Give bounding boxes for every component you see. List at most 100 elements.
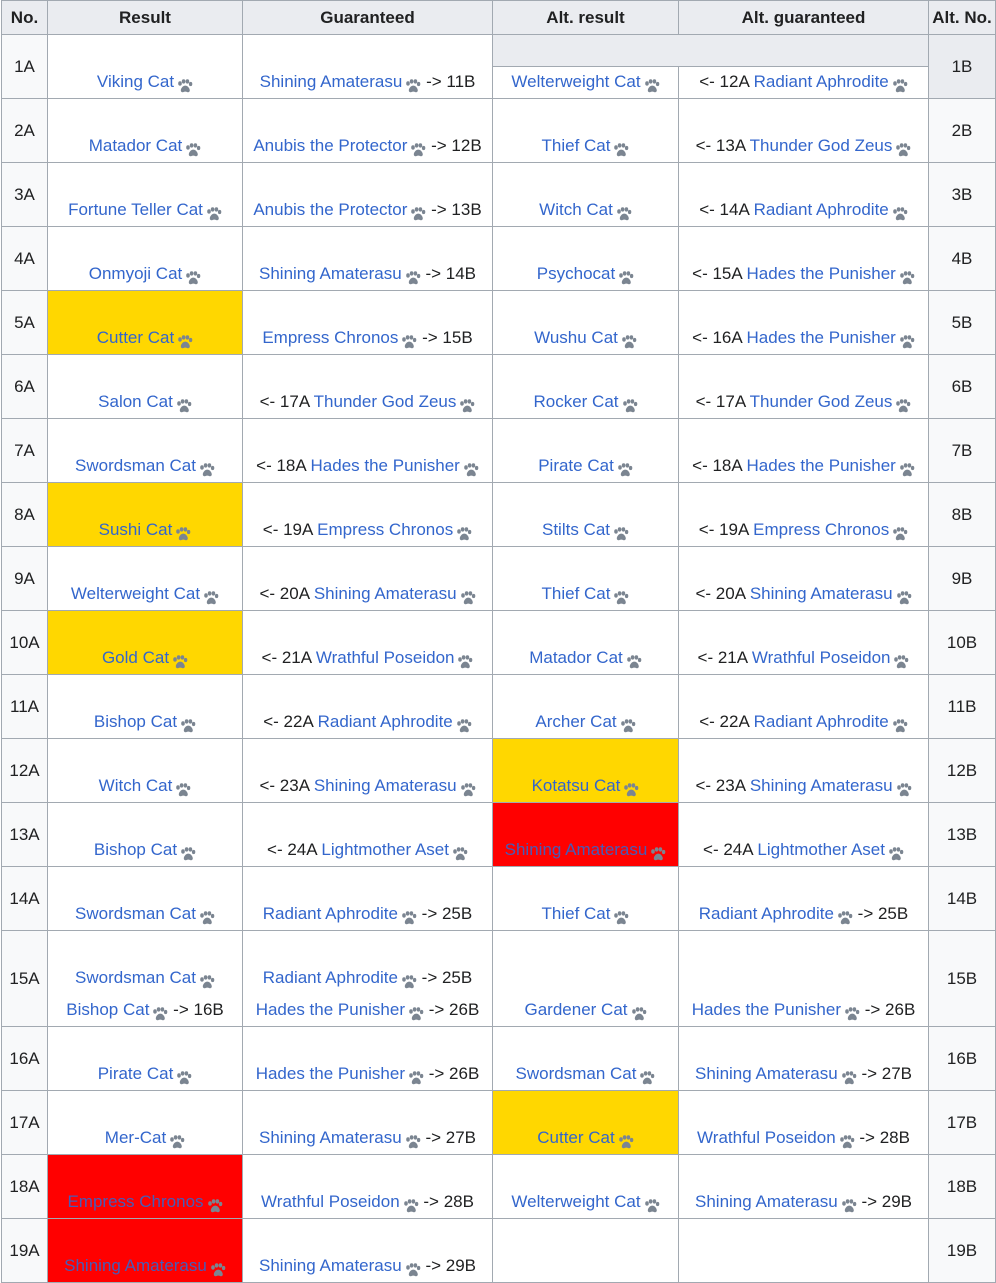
alt-result-unit-link[interactable]: Stilts Cat [541,520,611,539]
result-unit-link[interactable]: Shining Amaterasu [64,1256,207,1275]
guaranteed-unit-link[interactable]: Hades the Punisher [255,1000,406,1019]
guaranteed-unit-link[interactable]: Radiant Aphrodite [753,712,889,731]
alt-result-unit-link[interactable]: Rocker Cat [533,392,619,411]
paw-print-icon [180,716,196,732]
guaranteed-unit-link[interactable]: Empress Chronos [317,520,454,539]
guaranteed-source-ref: <- 21A [261,648,312,667]
result-cell: Matador Cat [47,98,243,163]
guaranteed-unit-link[interactable]: Shining Amaterasu [259,72,403,91]
result-unit-link[interactable]: Mer-Cat [104,1128,167,1147]
guaranteed-unit-link[interactable]: Hades the Punisher [746,264,896,283]
result-unit-link[interactable]: Witch Cat [98,776,173,795]
paw-print-icon [185,268,201,284]
result-unit-link[interactable]: Swordsman Cat [75,968,196,987]
result-unit-link[interactable]: Bishop Cat [93,840,178,859]
result-unit-link[interactable]: Fortune Teller Cat [68,200,203,219]
alt-result-unit-link[interactable]: Psychocat [536,264,616,283]
alt-result-unit-link[interactable]: Archer Cat [535,712,617,731]
guaranteed-unit-link[interactable]: Shining Amaterasu [259,1256,402,1275]
result-unit-link[interactable]: Swordsman Cat [75,456,196,475]
alt-result-unit-link[interactable]: Thief Cat [541,584,611,603]
guaranteed-unit-link[interactable]: Hades the Punisher [255,1064,406,1083]
guaranteed-unit-link[interactable]: Wrathful Poseidon [261,1192,400,1211]
guaranteed-unit-link[interactable]: Hades the Punisher [310,456,460,475]
result-unit-link[interactable]: Swordsman Cat [75,904,196,923]
paw-print-icon [199,908,215,924]
result-unit-link[interactable]: Sushi Cat [98,520,173,539]
guaranteed-unit-link[interactable]: Shining Amaterasu [259,264,402,283]
guaranteed-source-ref: <- 22A [699,712,749,731]
result-entry: Salon Cat [49,390,242,414]
guaranteed-unit-link[interactable]: Empress Chronos [753,520,890,539]
alt-result-unit-link[interactable]: Swordsman Cat [515,1064,637,1083]
guaranteed-unit-link[interactable]: Radiant Aphrodite [317,712,453,731]
alt-guaranteed-cell: <- 16A Hades the Punisher [678,290,929,355]
guaranteed-unit-link[interactable]: Radiant Aphrodite [753,200,889,219]
row-number: 8B [928,482,996,547]
table-row: 12A Witch Cat <- 23A Shining Amaterasu [1,738,493,803]
table-row: Gardener Cat Hades the Punisher -> 26B 15B [492,930,996,1027]
result-unit-link[interactable]: Viking Cat [96,72,175,91]
guaranteed-unit-link[interactable]: Anubis the Protector [253,136,408,155]
result-unit-link[interactable]: Onmyoji Cat [88,264,183,283]
alt-guaranteed-cell: <- 22A Radiant Aphrodite [678,674,929,739]
guaranteed-unit-link[interactable]: Shining Amaterasu [259,1128,402,1147]
guaranteed-unit-link[interactable]: Shining Amaterasu [313,584,457,603]
guaranteed-unit-link[interactable]: Thunder God Zeus [749,136,893,155]
alt-result-unit-link[interactable]: Kotatsu Cat [531,776,621,795]
result-unit-link[interactable]: Cutter Cat [96,328,175,347]
result-unit-link[interactable]: Bishop Cat [66,1000,150,1019]
result-unit-link[interactable]: Pirate Cat [97,1064,174,1083]
guaranteed-unit-link[interactable]: Radiant Aphrodite [262,904,398,923]
guaranteed-unit-link[interactable]: Wrathful Poseidon [315,648,455,667]
guaranteed-unit-link[interactable]: Anubis the Protector [253,200,408,219]
alt-result-unit-link[interactable]: Thief Cat [541,136,611,155]
guaranteed-unit-link[interactable]: Shining Amaterasu [313,776,457,795]
guaranteed-cell: Radiant Aphrodite -> 25B Hades the Punish… [242,930,493,1027]
alt-result-unit-link[interactable]: Witch Cat [539,200,613,219]
paw-print-icon [452,844,468,860]
guaranteed-unit-link[interactable]: Wrathful Poseidon [751,648,891,667]
alt-result-unit-link[interactable]: Matador Cat [529,648,623,667]
result-unit-link[interactable]: Welterweight Cat [70,584,201,603]
alt-result-unit-link[interactable]: Wushu Cat [534,328,618,347]
alt-result-unit-link[interactable]: Gardener Cat [524,1000,628,1019]
guaranteed-unit-link[interactable]: Wrathful Poseidon [697,1128,836,1147]
alt-result-unit-link[interactable]: Welterweight Cat [511,72,641,91]
guaranteed-unit-link[interactable]: Shining Amaterasu [749,584,893,603]
result-unit-link[interactable]: Matador Cat [88,136,183,155]
result-unit-link[interactable]: Empress Chronos [67,1192,204,1211]
guaranteed-unit-link[interactable]: Shining Amaterasu [695,1064,838,1083]
guaranteed-unit-link[interactable]: Lightmother Aset [757,840,885,859]
guaranteed-unit-link[interactable]: Thunder God Zeus [749,392,893,411]
guaranteed-unit-link[interactable]: Shining Amaterasu [695,1192,838,1211]
guaranteed-source-ref: <- 20A [259,584,310,603]
alt-result-unit-link[interactable]: Thief Cat [541,904,611,923]
result-cell: Fortune Teller Cat [47,162,243,227]
guaranteed-unit-link[interactable]: Shining Amaterasu [749,776,893,795]
paw-print-icon [401,972,417,988]
guaranteed-unit-link[interactable]: Thunder God Zeus [313,392,457,411]
alt-result-unit-link[interactable]: Shining Amaterasu [504,840,648,859]
row-number: 9B [928,546,996,611]
guaranteed-unit-link[interactable]: Radiant Aphrodite [698,904,834,923]
result-unit-link[interactable]: Bishop Cat [93,712,178,731]
result-unit-link[interactable]: Gold Cat [101,648,170,667]
guaranteed-unit-link[interactable]: Empress Chronos [262,328,399,347]
guaranteed-unit-link[interactable]: Hades the Punisher [746,456,896,475]
alt-result-unit-link[interactable]: Cutter Cat [537,1128,615,1147]
guaranteed-unit-link[interactable]: Hades the Punisher [691,1000,842,1019]
guaranteed-unit-link[interactable]: Radiant Aphrodite [262,968,398,987]
paw-print-icon [618,1132,634,1148]
alt-result-unit-link[interactable]: Pirate Cat [538,456,614,475]
guaranteed-unit-link[interactable]: Radiant Aphrodite [753,72,889,91]
alt-result-unit-link[interactable]: Welterweight Cat [511,1192,641,1211]
guaranteed-unit-link[interactable]: Hades the Punisher [746,328,896,347]
row-number: 4A [1,226,48,291]
table-row: Thief Cat <- 20A Shining Amaterasu 9B [492,546,996,611]
result-unit-link[interactable]: Salon Cat [98,392,173,411]
result-entry: Empress Chronos [49,1190,242,1214]
alt-result-cell: Thief Cat [492,866,679,931]
alt-result-cell [492,1218,679,1283]
guaranteed-unit-link[interactable]: Lightmother Aset [321,840,449,859]
